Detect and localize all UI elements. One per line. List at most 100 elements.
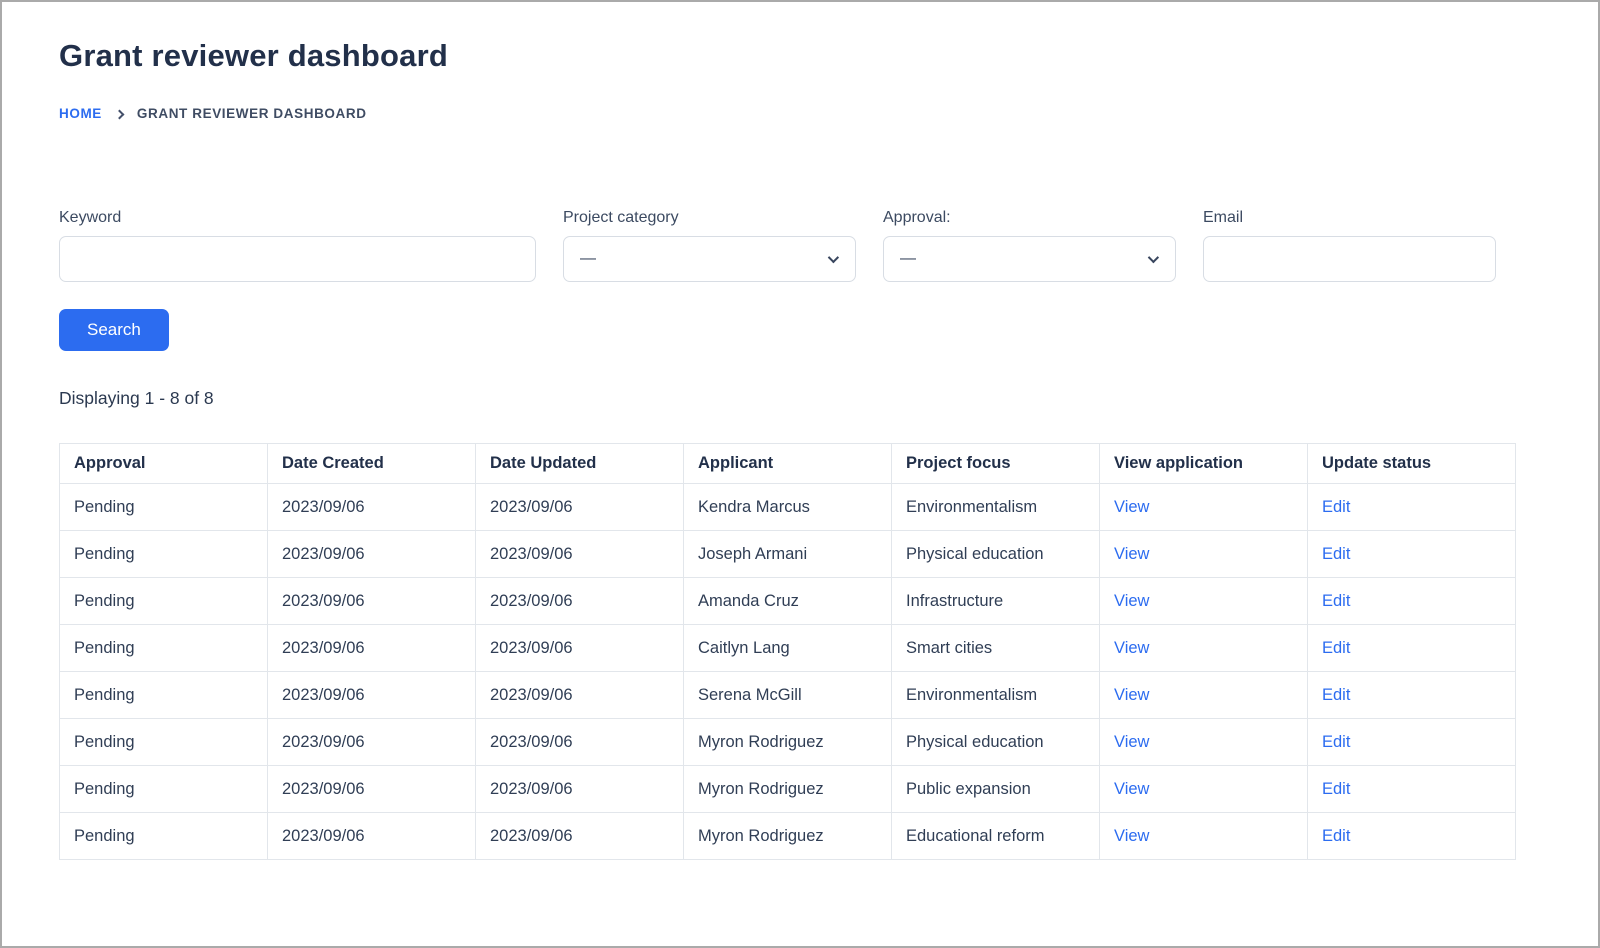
date-updated-cell: 2023/09/06 (475, 812, 684, 860)
view-application-cell: View (1099, 530, 1308, 578)
applicant-cell: Joseph Armani (683, 530, 892, 578)
search-button[interactable]: Search (59, 309, 169, 351)
date-updated-cell: 2023/09/06 (475, 483, 684, 531)
edit-link[interactable]: Edit (1322, 826, 1351, 845)
update-status-cell: Edit (1307, 765, 1516, 813)
chevron-down-icon (827, 251, 840, 264)
applicant-cell: Myron Rodriguez (683, 765, 892, 813)
date-updated-cell: 2023/09/06 (475, 624, 684, 672)
project-focus-cell: Public expansion (891, 765, 1100, 813)
edit-link[interactable]: Edit (1322, 779, 1351, 798)
view-link[interactable]: View (1114, 685, 1150, 704)
applicant-cell: Myron Rodriguez (683, 812, 892, 860)
column-header-date-updated: Date Updated (475, 443, 684, 484)
date-created-cell: 2023/09/06 (267, 483, 476, 531)
table-row: Pending 2023/09/06 2023/09/06 Joseph Armani… (59, 530, 1516, 578)
column-header-date-created: Date Created (267, 443, 476, 484)
approval-cell: Pending (59, 812, 268, 860)
chevron-right-icon (114, 109, 125, 119)
view-application-cell: View (1099, 812, 1308, 860)
approval-cell: Pending (59, 671, 268, 719)
project-focus-cell: Physical education (891, 530, 1100, 578)
email-label: Email (1203, 209, 1244, 226)
date-updated-cell: 2023/09/06 (475, 765, 684, 813)
view-application-cell: View (1099, 577, 1308, 625)
table-row: Pending 2023/09/06 2023/09/06 Myron Rodrigu… (59, 718, 1516, 766)
project-category-select[interactable]: — (563, 236, 856, 282)
project-focus-cell: Environmentalism (891, 671, 1100, 719)
view-application-cell: View (1099, 483, 1308, 531)
applications-table: Approval Date Created Date Updated Applican… (59, 443, 1516, 860)
column-header-approval: Approval (59, 443, 268, 484)
breadcrumb: HOME GRANT REVIEWER DASHBOARD (59, 106, 1541, 121)
update-status-cell: Edit (1307, 671, 1516, 719)
table-row: Pending 2023/09/06 2023/09/06 Amanda Cruz In… (59, 577, 1516, 625)
view-link[interactable]: View (1114, 826, 1150, 845)
edit-link[interactable]: Edit (1322, 544, 1351, 563)
date-updated-cell: 2023/09/06 (475, 577, 684, 625)
approval-selected-value: — (900, 250, 916, 267)
approval-cell: Pending (59, 765, 268, 813)
edit-link[interactable]: Edit (1322, 732, 1351, 751)
project-focus-cell: Educational reform (891, 812, 1100, 860)
approval-cell: Pending (59, 577, 268, 625)
approval-cell: Pending (59, 624, 268, 672)
email-field[interactable] (1203, 236, 1496, 282)
approval-filter: Approval: — (883, 209, 1176, 282)
update-status-cell: Edit (1307, 718, 1516, 766)
view-application-cell: View (1099, 624, 1308, 672)
edit-link[interactable]: Edit (1322, 638, 1351, 657)
column-header-update-status: Update status (1307, 443, 1516, 484)
applicant-cell: Amanda Cruz (683, 577, 892, 625)
project-category-label: Project category (563, 209, 679, 226)
table-row: Pending 2023/09/06 2023/09/06 Myron Rodrigu… (59, 765, 1516, 813)
approval-label: Approval: (883, 209, 951, 226)
view-application-cell: View (1099, 765, 1308, 813)
table-header-row: Approval Date Created Date Updated Applican… (59, 443, 1516, 484)
table-row: Pending 2023/09/06 2023/09/06 Myron Rodrigu… (59, 812, 1516, 860)
keyword-filter: Keyword (59, 209, 536, 282)
view-application-cell: View (1099, 671, 1308, 719)
approval-cell: Pending (59, 483, 268, 531)
approval-select[interactable]: — (883, 236, 1176, 282)
breadcrumb-home-link[interactable]: HOME (59, 106, 102, 121)
column-header-applicant: Applicant (683, 443, 892, 484)
edit-link[interactable]: Edit (1322, 497, 1351, 516)
update-status-cell: Edit (1307, 577, 1516, 625)
date-updated-cell: 2023/09/06 (475, 530, 684, 578)
project-focus-cell: Smart cities (891, 624, 1100, 672)
column-header-view-application: View application (1099, 443, 1308, 484)
filter-bar: Keyword Project category — Approval: — E… (59, 209, 1541, 282)
table-body: Pending 2023/09/06 2023/09/06 Kendra Marcus… (59, 483, 1516, 860)
view-link[interactable]: View (1114, 732, 1150, 751)
breadcrumb-current: GRANT REVIEWER DASHBOARD (136, 106, 367, 121)
update-status-cell: Edit (1307, 624, 1516, 672)
view-link[interactable]: View (1114, 544, 1150, 563)
view-link[interactable]: View (1114, 779, 1150, 798)
date-created-cell: 2023/09/06 (267, 577, 476, 625)
view-link[interactable]: View (1114, 591, 1150, 610)
project-focus-cell: Infrastructure (891, 577, 1100, 625)
table-row: Pending 2023/09/06 2023/09/06 Caitlyn Lang S… (59, 624, 1516, 672)
date-created-cell: 2023/09/06 (267, 671, 476, 719)
view-link[interactable]: View (1114, 638, 1150, 657)
edit-link[interactable]: Edit (1322, 685, 1351, 704)
project-focus-cell: Environmentalism (891, 483, 1100, 531)
view-application-cell: View (1099, 718, 1308, 766)
chevron-down-icon (1147, 251, 1160, 264)
date-created-cell: 2023/09/06 (267, 812, 476, 860)
view-link[interactable]: View (1114, 497, 1150, 516)
date-updated-cell: 2023/09/06 (475, 718, 684, 766)
table-row: Pending 2023/09/06 2023/09/06 Kendra Marcus… (59, 483, 1516, 531)
keyword-input[interactable] (59, 236, 536, 282)
project-focus-cell: Physical education (891, 718, 1100, 766)
table-header: Approval Date Created Date Updated Applican… (59, 443, 1516, 484)
applicant-cell: Myron Rodriguez (683, 718, 892, 766)
edit-link[interactable]: Edit (1322, 591, 1351, 610)
update-status-cell: Edit (1307, 530, 1516, 578)
update-status-cell: Edit (1307, 812, 1516, 860)
date-updated-cell: 2023/09/06 (475, 671, 684, 719)
update-status-cell: Edit (1307, 483, 1516, 531)
applicant-cell: Kendra Marcus (683, 483, 892, 531)
date-created-cell: 2023/09/06 (267, 765, 476, 813)
